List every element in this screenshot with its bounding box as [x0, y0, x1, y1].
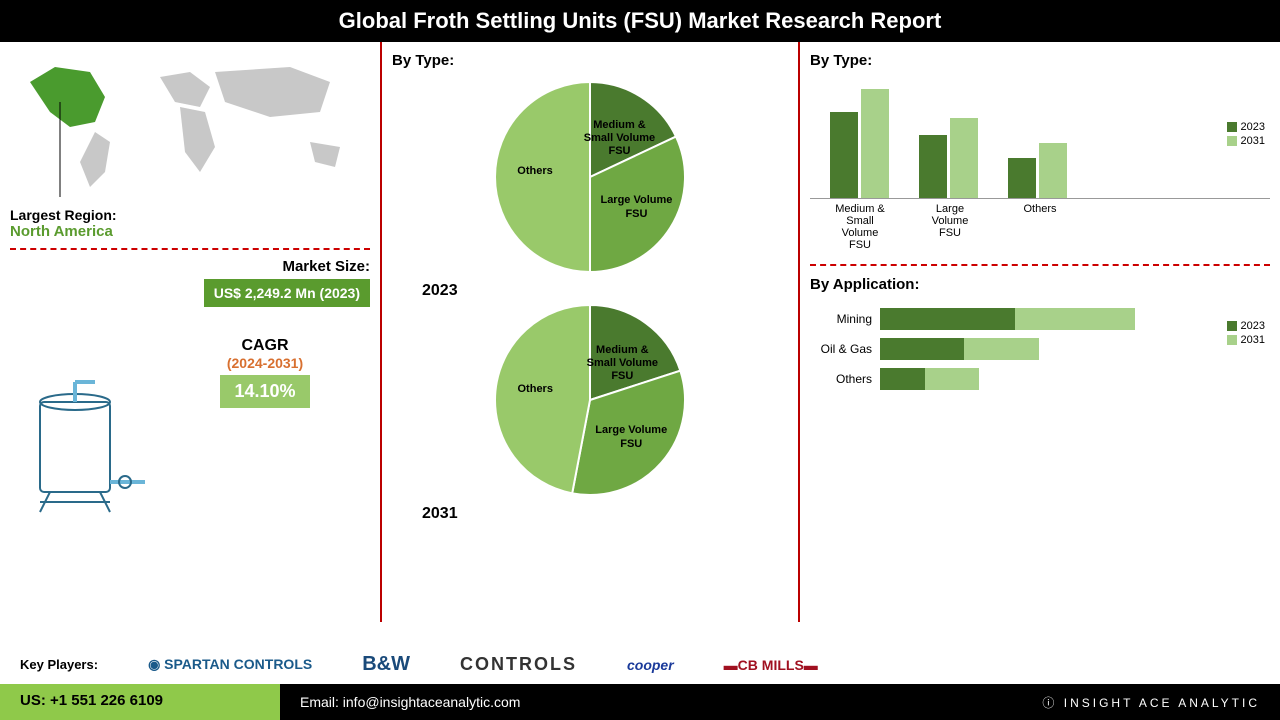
contact-bar: US: +1 551 226 6109 Email: info@insighta… — [0, 684, 1280, 720]
pie-slice-label: Others — [495, 383, 575, 396]
pie-slice-label: Large Volume FSU — [591, 424, 671, 450]
hbar-category-label: Others — [810, 372, 880, 386]
divider — [810, 264, 1270, 266]
pie-charts: Medium & Small Volume FSU Large Volume FS… — [392, 77, 788, 523]
pie-slice-label: Large Volume FSU — [596, 194, 676, 220]
hbar-segment — [880, 338, 964, 360]
pie-chart: Medium & Small Volume FSU Large Volume FS… — [490, 300, 690, 500]
type-bar-chart: Medium & Small Volume FSULarge Volume FS… — [810, 79, 1270, 239]
bar — [1039, 143, 1067, 198]
bar-chart-title: By Type: — [810, 52, 1270, 69]
player-logo: cooper — [627, 657, 674, 673]
pie-slice-label: Medium & Small Volume FSU — [579, 119, 659, 159]
bar-category-label: Others — [1010, 203, 1070, 251]
region-label: Largest Region: — [10, 207, 370, 223]
phone-number: US: +1 551 226 6109 — [0, 684, 280, 720]
legend-item: 2031 — [1227, 135, 1265, 147]
hbar-legend: 2023 2031 — [1227, 318, 1265, 348]
player-logo: CONTROLS — [460, 654, 577, 675]
bar-legend: 2023 2031 — [1227, 119, 1265, 149]
market-size-label: Market Size: — [160, 258, 370, 275]
key-players-row: Key Players: ◉ SPARTAN CONTROLS B&W CONT… — [0, 645, 1280, 684]
email-address: Email: info@insightaceanalytic.com — [300, 694, 520, 710]
cagr-period: (2024-2031) — [160, 355, 370, 371]
region-value: North America — [10, 223, 370, 240]
key-players-label: Key Players: — [20, 657, 98, 672]
player-logo: ◉ SPARTAN CONTROLS — [148, 656, 312, 673]
legend-item: 2023 — [1227, 320, 1265, 332]
pie-chart: Medium & Small Volume FSU Large Volume FS… — [490, 77, 690, 277]
main-content: Largest Region: North America Market Siz… — [0, 42, 1280, 622]
pie-slice-label: Medium & Small Volume FSU — [582, 344, 662, 384]
hbar-segment — [964, 338, 1039, 360]
bar — [830, 112, 858, 198]
hbar-segment — [925, 368, 979, 390]
email-bar: Email: info@insightaceanalytic.com ⓘ INS… — [280, 684, 1280, 720]
pie-slice-label: Others — [495, 165, 575, 178]
middle-column: By Type: Medium & Small Volume FSU Large … — [380, 42, 800, 622]
divider — [10, 248, 370, 250]
hbar-category-label: Oil & Gas — [810, 342, 880, 356]
player-logo: ▬CB MILLS▬ — [724, 657, 818, 673]
bar — [1008, 158, 1036, 198]
hbar-chart-title: By Application: — [810, 276, 1270, 293]
right-column: By Type: Medium & Small Volume FSULarge … — [800, 42, 1280, 622]
bar-category-label: Medium & Small Volume FSU — [830, 203, 890, 251]
footer: Key Players: ◉ SPARTAN CONTROLS B&W CONT… — [0, 645, 1280, 720]
left-column: Largest Region: North America Market Siz… — [0, 42, 380, 622]
bar — [950, 118, 978, 199]
cagr-label: CAGR — [160, 337, 370, 355]
hbar-segment — [1015, 308, 1135, 330]
brand-name: ⓘ INSIGHT ACE ANALYTIC — [1042, 694, 1260, 711]
market-size-value: US$ 2,249.2 Mn (2023) — [204, 279, 370, 307]
hbar-segment — [880, 368, 925, 390]
hbar-category-label: Mining — [810, 312, 880, 326]
pie-year: 2031 — [422, 505, 788, 523]
bar — [861, 89, 889, 198]
hbar-segment — [880, 308, 1015, 330]
player-logo: B&W — [362, 653, 410, 676]
world-map — [10, 52, 370, 202]
bar-category-label: Large Volume FSU — [920, 203, 980, 251]
legend-item: 2023 — [1227, 121, 1265, 133]
pie-section-title: By Type: — [392, 52, 788, 69]
legend-item: 2031 — [1227, 334, 1265, 346]
page-title: Global Froth Settling Units (FSU) Market… — [0, 0, 1280, 42]
pie-year: 2023 — [422, 282, 788, 300]
cagr-value: 14.10% — [220, 375, 309, 408]
bar — [919, 135, 947, 198]
application-bar-chart: Mining Oil & Gas Others 2023 2031 — [810, 308, 1270, 390]
tank-icon — [20, 372, 150, 532]
